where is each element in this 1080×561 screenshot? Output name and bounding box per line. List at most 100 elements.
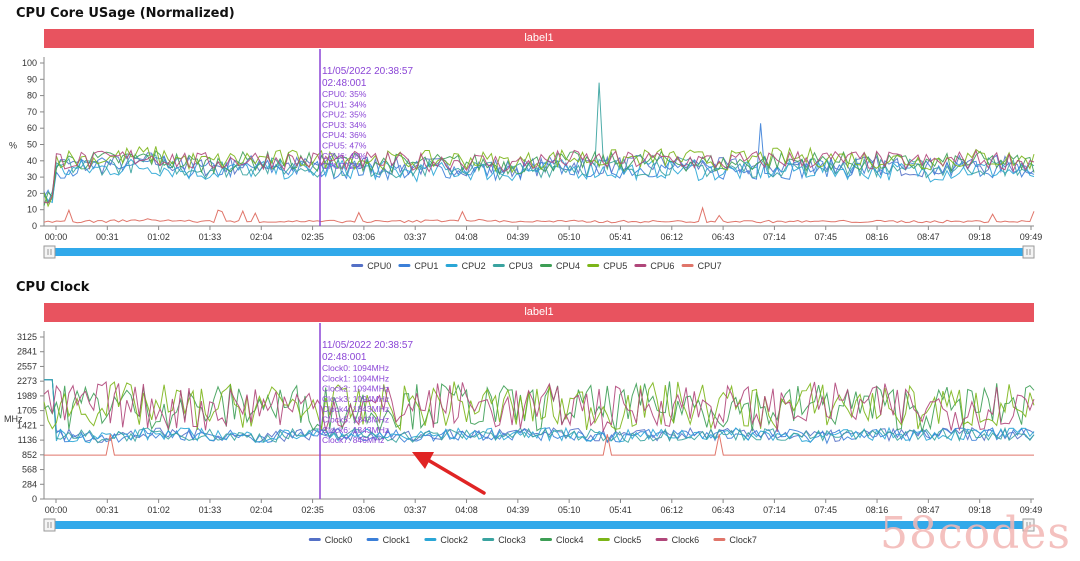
legend-swatch-clock7[interactable] <box>713 538 726 541</box>
series-line-clock1 <box>44 379 1035 445</box>
legend-label-clock4: Clock4 <box>556 535 584 545</box>
tooltip-subtime: 02:48:001 <box>322 78 367 89</box>
legend-swatch-clock4[interactable] <box>540 538 552 541</box>
tooltip-line: CPU4: 36% <box>322 130 367 140</box>
y-tick-label: 0 <box>32 494 37 504</box>
label-banner-cpu-clock: label1 <box>44 303 1034 322</box>
y-tick-label: 70 <box>27 107 37 117</box>
tooltip-time: 11/05/2022 20:38:57 <box>322 66 413 77</box>
legend-swatch-cpu3[interactable] <box>492 264 505 267</box>
tooltip-line: Clock0: 1094MHz <box>322 363 389 373</box>
y-axis-label: MHz <box>4 414 23 424</box>
tooltip-time: 11/05/2022 20:38:57 <box>322 340 413 351</box>
legend-swatch-clock3[interactable] <box>482 538 495 541</box>
x-tick-label: 01:33 <box>199 505 222 515</box>
x-tick-label: 02:35 <box>301 232 324 242</box>
x-tick-label: 08:47 <box>917 505 940 515</box>
zoom-slider-bar-clock[interactable] <box>50 521 1028 529</box>
x-tick-label: 02:35 <box>301 505 324 515</box>
zoom-slider-right-handle[interactable] <box>1022 245 1035 259</box>
x-tick-label: 04:39 <box>507 232 530 242</box>
y-tick-label: 1421 <box>17 420 37 430</box>
legend-label-clock3: Clock3 <box>498 535 526 545</box>
legend-swatch-cpu1[interactable] <box>398 264 411 267</box>
x-tick-label: 04:08 <box>455 232 478 242</box>
zoom-slider-bar-usage[interactable] <box>50 248 1028 256</box>
legend-label-cpu2: CPU2 <box>462 261 486 271</box>
tooltip-line: CPU2: 35% <box>322 110 367 120</box>
y-tick-label: 852 <box>22 450 37 460</box>
legend-swatch-clock1[interactable] <box>366 538 379 541</box>
x-tick-label: 08:16 <box>866 232 889 242</box>
x-tick-label: 07:45 <box>814 505 837 515</box>
x-tick-label: 05:10 <box>558 232 581 242</box>
series-line-clock4 <box>43 381 1035 433</box>
series-line-cpu5 <box>43 145 1035 208</box>
y-tick-label: 568 <box>22 465 37 475</box>
y-tick-label: 10 <box>27 205 37 215</box>
zoom-slider-right-handle[interactable] <box>1022 518 1035 532</box>
x-tick-label: 06:43 <box>712 232 735 242</box>
x-tick-label: 01:02 <box>147 505 170 515</box>
legend-swatch-clock0[interactable] <box>308 538 321 541</box>
chart-title-cpu-clock: CPU Clock <box>16 280 90 295</box>
zoom-slider-left-handle[interactable] <box>43 245 56 259</box>
x-tick-label: 09:18 <box>968 505 991 515</box>
legend-swatch-cpu0[interactable] <box>351 264 364 267</box>
legend-swatch-cpu6[interactable] <box>634 264 647 267</box>
x-tick-label: 06:12 <box>661 505 684 515</box>
x-tick-label: 02:04 <box>250 232 273 242</box>
legend-label-cpu0: CPU0 <box>367 261 391 271</box>
legend-swatch-clock5[interactable] <box>597 538 610 541</box>
x-tick-label: 08:47 <box>917 232 940 242</box>
x-tick-label: 00:31 <box>96 232 119 242</box>
x-tick-label: 05:41 <box>609 505 632 515</box>
x-tick-label: 09:18 <box>968 232 991 242</box>
tooltip-line: Clock1: 1094MHz <box>322 373 389 383</box>
tooltip-line: Clock4: 1843MHz <box>322 404 389 414</box>
series-line-cpu6 <box>43 149 1035 204</box>
annotation-arrow-shaft <box>426 458 486 495</box>
legend-label-cpu3: CPU3 <box>509 261 533 271</box>
x-tick-label: 05:10 <box>558 505 581 515</box>
y-tick-label: 100 <box>22 58 37 68</box>
x-tick-label: 09:49 <box>1020 232 1043 242</box>
y-tick-label: 1989 <box>17 391 37 401</box>
legend-label-clock6: Clock6 <box>672 535 700 545</box>
tooltip-line: Clock5: 1843MHz <box>322 415 389 425</box>
x-tick-label: 07:14 <box>763 505 786 515</box>
x-tick-label: 07:14 <box>763 232 786 242</box>
y-tick-label: 1705 <box>17 406 37 416</box>
y-tick-label: 2841 <box>17 347 37 357</box>
watermark-logo: 58codes <box>880 508 1071 559</box>
x-tick-label: 04:08 <box>455 505 478 515</box>
y-tick-label: 40 <box>27 156 37 166</box>
tooltip-line: Clock6: 1843MHz <box>322 425 389 435</box>
x-tick-label: 00:31 <box>96 505 119 515</box>
x-tick-label: 00:00 <box>45 232 68 242</box>
y-tick-label: 3125 <box>17 332 37 342</box>
legend-swatch-clock2[interactable] <box>424 538 437 541</box>
legend-swatch-cpu4[interactable] <box>540 264 552 267</box>
series-line-clock3 <box>44 379 1035 444</box>
zoom-slider-left-handle[interactable] <box>43 518 56 532</box>
legend-swatch-cpu5[interactable] <box>587 264 600 267</box>
legend-swatch-clock6[interactable] <box>655 538 668 541</box>
x-tick-label: 01:02 <box>147 232 170 242</box>
legend-label-cpu1: CPU1 <box>414 261 438 271</box>
legend-label-clock1: Clock1 <box>383 535 411 545</box>
legend-label-cpu7: CPU7 <box>698 261 722 271</box>
y-tick-label: 284 <box>22 479 37 489</box>
annotation-arrow-head <box>412 452 434 469</box>
x-tick-label: 02:04 <box>250 505 273 515</box>
tooltip-line: CPU0: 35% <box>322 89 367 99</box>
x-tick-label: 03:06 <box>353 232 376 242</box>
series-line-clock5 <box>43 381 1035 432</box>
series-line-clock6 <box>43 381 1035 433</box>
x-tick-label: 06:43 <box>712 505 735 515</box>
legend-label-cpu6: CPU6 <box>650 261 674 271</box>
legend-swatch-cpu2[interactable] <box>445 264 458 267</box>
y-tick-label: 60 <box>27 123 37 133</box>
x-tick-label: 00:00 <box>45 505 68 515</box>
legend-swatch-cpu7[interactable] <box>681 264 694 267</box>
